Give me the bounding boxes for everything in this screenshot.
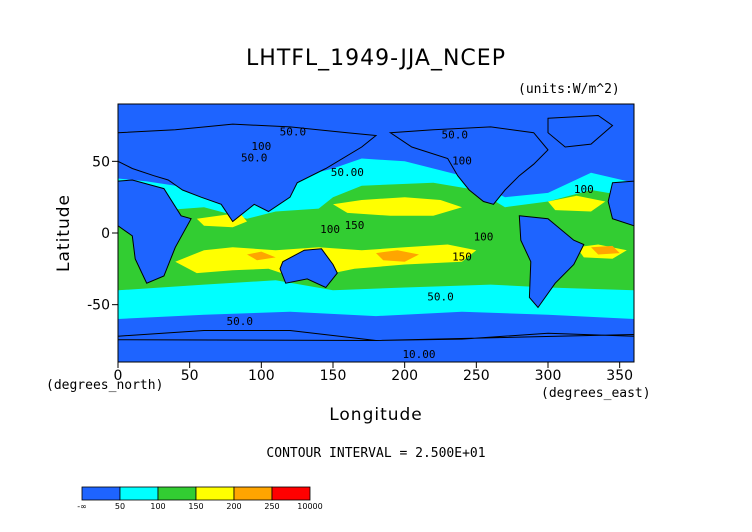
contour-label: 50.0 (427, 291, 454, 304)
landmass-australia (279, 248, 338, 289)
colorbar-segment (271, 486, 311, 501)
colorbar-tick-label: 250 (264, 502, 279, 511)
band-atlantic-n (548, 195, 606, 212)
landmass-antarctica (118, 330, 377, 362)
colorbar-tick-label: 200 (226, 502, 241, 511)
colorbar-segment (195, 486, 235, 501)
y-tick-label: 50 (92, 154, 110, 170)
y-unit-label: (degrees_north) (46, 378, 164, 393)
y-tick-label: -50 (87, 298, 110, 314)
x-tick-label: 0 (114, 368, 123, 384)
colorbar-tick-label: 10000 (297, 502, 322, 511)
x-unit-label: (degrees_east) (541, 386, 651, 401)
contour-label: 100 (251, 140, 271, 153)
contour-label: 50.00 (331, 166, 364, 179)
landmass-africa (118, 179, 192, 284)
chart-title: LHTFL_1949-JJA_NCEP (246, 46, 506, 71)
colorbar-segment (157, 486, 197, 501)
x-tick-label: 150 (320, 368, 347, 384)
contour-label: 10.00 (402, 348, 435, 361)
x-tick-label: 100 (248, 368, 275, 384)
peak-indian-s (247, 251, 276, 261)
x-tick-label: 250 (463, 368, 490, 384)
colorbar-segment (119, 486, 159, 501)
y-tick-label: 0 (101, 226, 110, 242)
colorbar: -∞ 50 100 150 200 250 10000 (77, 486, 323, 511)
x-tick-label: 350 (606, 368, 633, 384)
colorbar-tick-label: 100 (150, 502, 165, 511)
landmass-eurasia (118, 123, 378, 223)
colorbar-tick-label: 50 (115, 502, 125, 511)
landmass-africa (607, 180, 634, 227)
peak-pacific-s (376, 250, 419, 262)
contour-label-layer: 50.010050.050.010050.0010015010010015050… (227, 126, 594, 361)
contour-label: 150 (452, 250, 472, 263)
contour-label: 100 (452, 154, 472, 167)
colorbar-tick-label: 150 (188, 502, 203, 511)
colorbar-segment (233, 486, 273, 501)
x-tick-label: 200 (391, 368, 418, 384)
colorbar-tick-label: -∞ (77, 502, 87, 511)
landmass-north-america (388, 126, 549, 205)
landmass-greenland (547, 114, 614, 148)
contour-interval-label: CONTOUR INTERVAL = 2.500E+01 (266, 446, 486, 461)
contour-label: 100 (574, 183, 594, 196)
contour-label: 50.0 (241, 152, 268, 165)
x-axis-label: Longitude (329, 405, 423, 425)
contour-label: 100 (474, 230, 494, 243)
contour-label: 100 (320, 223, 340, 236)
contour-label: 50.0 (280, 126, 307, 139)
units-label: (units:W/m^2) (518, 82, 620, 97)
landmass-antarctica (375, 332, 634, 362)
x-tick-label: 50 (181, 368, 199, 384)
heatmap-field (118, 104, 634, 362)
contour-label: 50.0 (227, 315, 254, 328)
peak-atlantic-s (591, 245, 620, 255)
contour-label: 150 (345, 219, 365, 232)
landmass-south-america (518, 215, 585, 309)
x-tick-label: 300 (535, 368, 562, 384)
contour-label: 50.0 (442, 129, 469, 142)
colorbar-segment (81, 486, 121, 501)
band-subtropic-n (333, 197, 462, 216)
